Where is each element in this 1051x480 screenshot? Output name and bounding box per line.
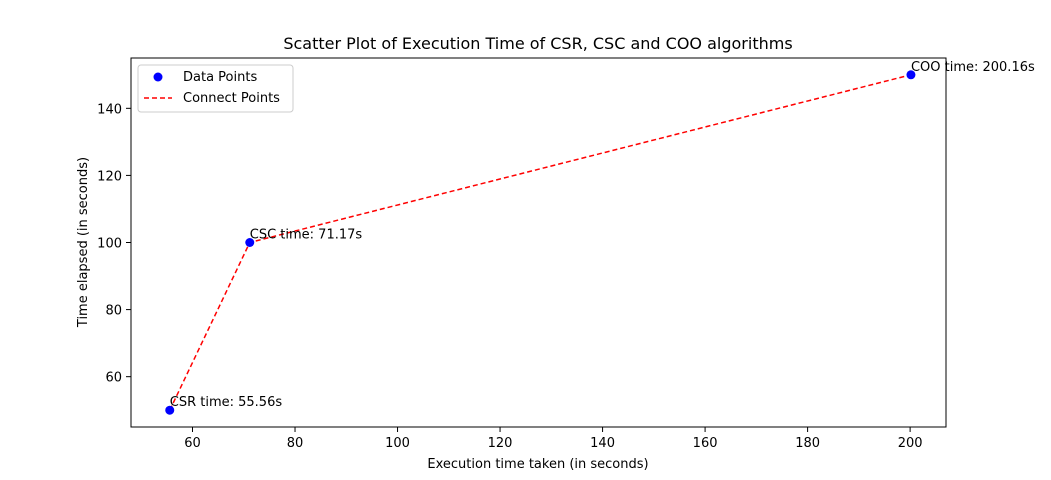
series-layer (165, 70, 916, 415)
data-point (165, 405, 175, 415)
y-tick-label: 80 (105, 304, 122, 319)
x-axis-label: Execution time taken (in seconds) (427, 457, 648, 472)
x-tick-label: 80 (287, 436, 304, 451)
y-tick-label: 60 (105, 371, 122, 386)
x-tick-label: 160 (693, 436, 718, 451)
point-annotation: CSR time: 55.56s (170, 395, 283, 410)
point-annotation: COO time: 200.16s (911, 60, 1035, 75)
annotations-layer: CSR time: 55.56s CSC time: 71.17s COO time… (170, 60, 1035, 410)
x-tick-label: 60 (184, 436, 201, 451)
legend-label-data-points: Data Points (183, 70, 257, 85)
data-point (906, 70, 916, 80)
x-axis: 60 80 100 120 140 160 180 200 (184, 427, 923, 451)
x-tick-label: 200 (898, 436, 923, 451)
point-annotation: CSC time: 71.17s (250, 228, 363, 243)
y-tick-label: 140 (97, 102, 122, 117)
chart-title: Scatter Plot of Execution Time of CSR, C… (283, 34, 792, 53)
x-tick-label: 100 (385, 436, 410, 451)
x-tick-label: 180 (795, 436, 820, 451)
x-tick-label: 120 (488, 436, 513, 451)
x-tick-label: 140 (590, 436, 615, 451)
y-axis: 60 80 100 120 140 (97, 102, 131, 386)
legend-box (137, 64, 294, 113)
legend-marker-data-points (153, 72, 163, 82)
y-axis-label: Time elapsed (in seconds) (76, 157, 91, 328)
legend-label-connect-points: Connect Points (183, 91, 280, 106)
legend: Data Points Connect Points (137, 64, 294, 113)
y-tick-label: 120 (97, 169, 122, 184)
y-tick-label: 100 (97, 237, 122, 252)
data-point (245, 238, 255, 247)
